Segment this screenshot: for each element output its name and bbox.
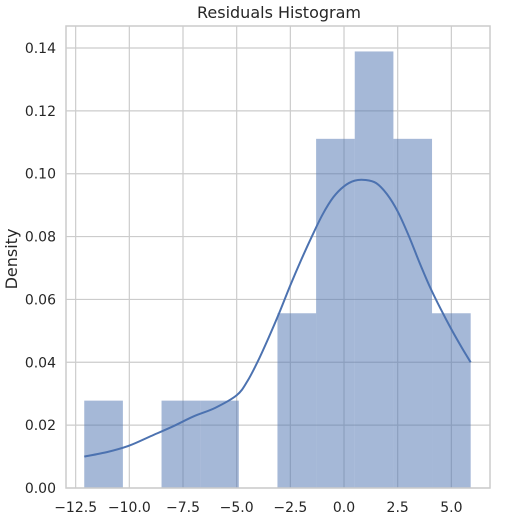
y-tick-label: 0.14 [25,41,56,57]
histogram-bar [393,138,433,489]
y-tick-label: 0.12 [25,104,56,120]
y-tick-label: 0.08 [25,230,56,246]
histogram-bars [84,51,471,489]
chart-title: Residuals Histogram [197,3,361,22]
plot-frame [65,25,491,489]
histogram-bar [200,400,239,488]
y-tick-label: 0.00 [25,481,56,497]
y-tick-labels: 0.00 0.02 0.04 0.06 0.08 0.10 0.12 0.14 [25,41,56,497]
y-tick-label: 0.10 [25,167,56,183]
x-tick-label: 2.5 [387,500,409,516]
histogram-bar [277,313,317,488]
histogram-bar [432,313,471,488]
y-tick-label: 0.02 [25,418,56,434]
x-tick-label: −7.5 [166,500,200,516]
kde-curve-group [84,178,472,458]
y-tick-label: 0.06 [25,292,56,308]
histogram-bar [84,400,123,488]
histogram-bar [354,51,394,488]
y-tick-label: 0.04 [25,355,56,371]
histogram-bar [161,400,201,488]
x-tick-label: 5.0 [440,500,462,516]
x-tick-label: −12.5 [54,500,97,516]
y-axis-label: Density [2,229,21,290]
histogram-bar [316,138,355,489]
plot-border [65,25,491,489]
x-tick-labels: −12.5 −10.0 −7.5 −5.0 −2.5 0.0 2.5 5.0 [54,500,462,516]
x-tick-label: 0.0 [333,500,355,516]
kde-line [84,178,472,458]
x-tick-label: −10.0 [108,500,151,516]
x-tick-label: −5.0 [220,500,254,516]
x-tick-label: −2.5 [273,500,307,516]
